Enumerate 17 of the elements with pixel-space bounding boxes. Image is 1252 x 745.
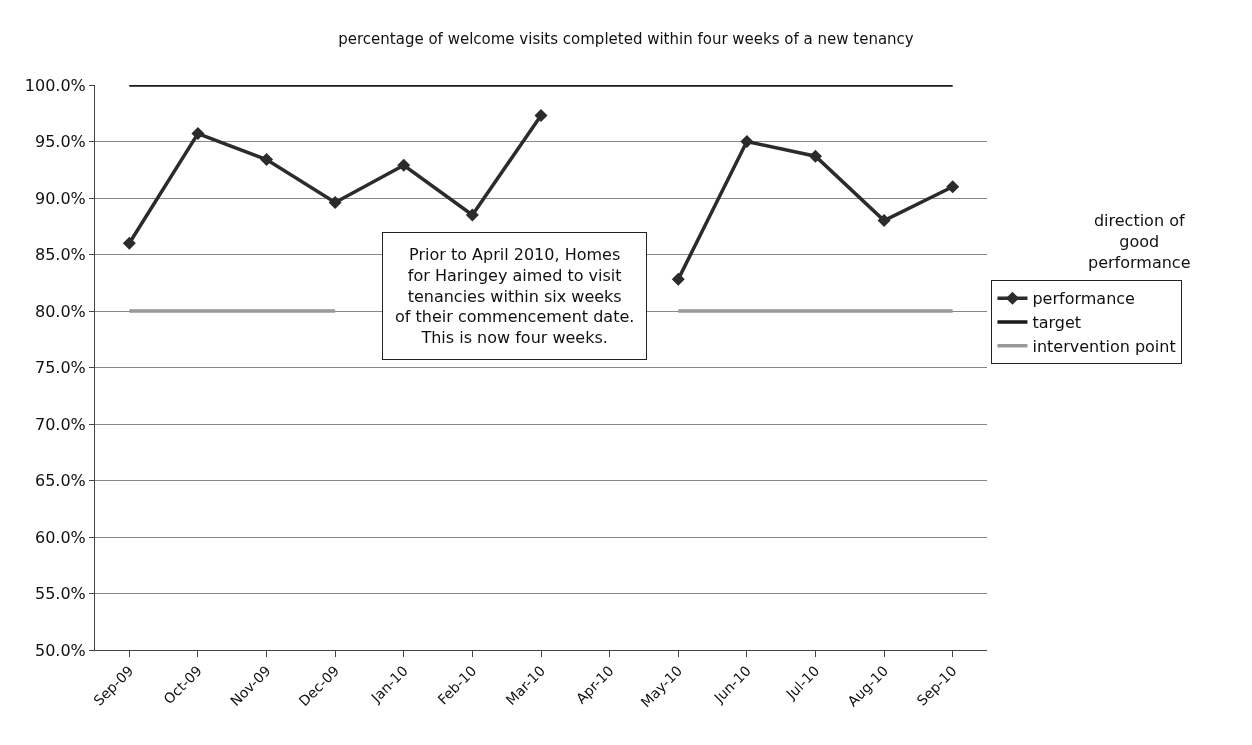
legend-label: performance bbox=[1032, 289, 1135, 309]
legend-label: intervention point bbox=[1032, 337, 1176, 357]
y-tick-label: 100.0% bbox=[24, 75, 86, 95]
y-tick-label: 80.0% bbox=[34, 301, 86, 321]
annotation: Prior to April 2010, Homes for Haringey aimed to visit tenancies within six weeks of their commencement date. This is now four weeks. bbox=[395, 245, 635, 348]
legend-label: target bbox=[1032, 313, 1082, 333]
y-tick-label: 55.0% bbox=[34, 584, 86, 604]
y-tick-label: 50.0% bbox=[34, 640, 86, 660]
y-tick-label: 70.0% bbox=[34, 414, 86, 434]
y-tick-label: 85.0% bbox=[34, 245, 86, 265]
y-tick-label: 60.0% bbox=[34, 527, 86, 547]
chart-title: percentage of welcome visits completed within four weeks of a new tenancy bbox=[338, 30, 914, 49]
y-tick-label: 90.0% bbox=[34, 188, 86, 208]
text: direction of good performance bbox=[1088, 211, 1191, 272]
y-tick-label: 75.0% bbox=[34, 358, 86, 378]
y-tick-label: 95.0% bbox=[34, 132, 86, 152]
y-tick-label: 65.0% bbox=[34, 471, 86, 491]
